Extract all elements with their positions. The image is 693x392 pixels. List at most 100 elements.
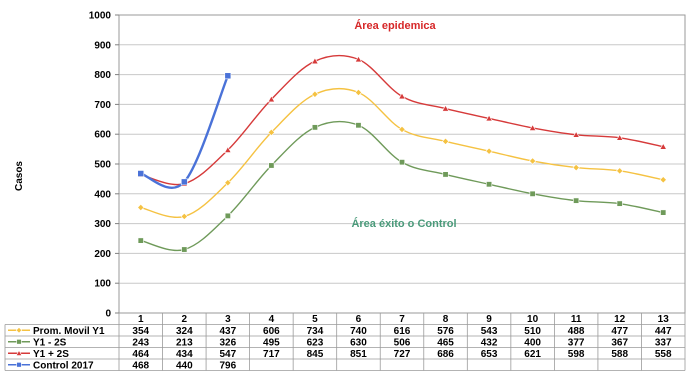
table-cell-value: 440: [176, 360, 193, 371]
legend-key-marker: [15, 327, 23, 334]
data-point-control-2017: [137, 170, 145, 177]
data-point-y1-2s: [181, 246, 188, 253]
data-point-prom-movil-y1: [441, 137, 450, 145]
table-cell-value: 598: [568, 349, 585, 360]
x-tick-label: 6: [356, 314, 362, 325]
table-cell-value: 845: [307, 349, 324, 360]
data-point-y1-2s: [268, 162, 275, 169]
table-cell-value: 326: [220, 337, 237, 348]
data-point-y1-2s: [311, 57, 319, 65]
table-cell-value: 213: [176, 337, 193, 348]
table-cell-value: 400: [524, 337, 541, 348]
data-point-prom-movil-y1: [311, 90, 319, 98]
data-point-prom-movil-y1: [616, 167, 624, 175]
data-point-control-2017: [224, 72, 232, 80]
x-tick-label: 5: [312, 314, 318, 325]
x-tick-label: 11: [571, 314, 582, 325]
table-cell-value: 606: [263, 326, 280, 337]
y-axis-ticks: 0 100 200 300 400 500 600 700 800 900 1000: [89, 11, 119, 320]
data-point-prom-movil-y1: [224, 179, 232, 187]
x-tick-label: 10: [527, 314, 539, 325]
data-point-y1-2s: [442, 171, 449, 178]
table-cell-value: 432: [481, 337, 498, 348]
data-point-y1-2s: [224, 146, 232, 153]
table-cell-value: 243: [132, 337, 149, 348]
y-axis-label: Casos: [14, 161, 25, 191]
table-cell-value: 653: [481, 349, 498, 360]
y-tick-label: 400: [94, 189, 111, 200]
data-point-y1-2s: [615, 133, 624, 141]
table-cell-value: 621: [524, 349, 541, 360]
table-cell-value: 506: [394, 337, 411, 348]
table-cell-value: 337: [655, 337, 672, 348]
table-cell-value: 796: [220, 360, 237, 371]
x-tick-label: 7: [399, 314, 405, 325]
legend-key-marker: [15, 349, 23, 356]
y-tick-label: 700: [94, 100, 111, 111]
y-tick-label: 1000: [89, 11, 112, 22]
legend-series-name: Prom. Movil Y1: [33, 326, 105, 337]
data-point-prom-movil-y1: [398, 125, 406, 134]
data-point-y1-2s: [311, 124, 318, 131]
data-point-y1-2s: [529, 190, 536, 197]
x-tick-label: 1: [138, 314, 144, 325]
table-cell-value: 495: [263, 337, 280, 348]
table-cell-value: 547: [220, 349, 237, 360]
x-tick-label: 12: [614, 314, 626, 325]
data-point-y1-2s: [224, 212, 231, 219]
legend-series-name: Y1 - 2S: [33, 337, 67, 348]
table-cell-value: 324: [176, 326, 193, 337]
table-cell-value: 727: [394, 349, 411, 360]
y-tick-label: 200: [94, 249, 111, 260]
data-point-y1-2s: [398, 92, 406, 100]
data-point-y1-2s: [486, 181, 493, 188]
table-cell-value: 464: [132, 349, 149, 360]
data-point-y1-2s: [355, 122, 362, 129]
y-tick-label: 800: [94, 70, 111, 81]
data-point-y1-2s: [267, 95, 276, 103]
table-cell-value: 734: [307, 326, 324, 337]
table-cell-value: 623: [307, 337, 324, 348]
data-point-prom-movil-y1: [180, 212, 188, 221]
table-cell-value: 543: [481, 326, 498, 337]
x-tick-label: 3: [225, 314, 231, 325]
table-cell-value: 437: [220, 326, 237, 337]
x-tick-label: 8: [443, 314, 449, 325]
table-cell-value: 354: [132, 326, 149, 337]
x-tick-label: 4: [269, 314, 275, 325]
data-point-prom-movil-y1: [659, 176, 667, 184]
table-cell-value: 740: [350, 326, 367, 337]
table-cell-value: 477: [611, 326, 628, 337]
data-point-prom-movil-y1: [137, 203, 145, 212]
table-cell-value: 434: [176, 349, 193, 360]
annotation-success-area: Área éxito o Control: [351, 217, 456, 230]
data-point-y1-2s: [616, 200, 623, 207]
table-cell-value: 686: [437, 349, 454, 360]
data-point-prom-movil-y1: [572, 163, 580, 172]
y-tick-label: 600: [94, 130, 111, 141]
legend-series-name: Control 2017: [33, 360, 94, 371]
data-point-prom-movil-y1: [485, 147, 493, 155]
y-tick-label: 900: [94, 40, 111, 51]
series-line-control-2017: [140, 75, 229, 189]
y-tick-label: 0: [105, 309, 111, 320]
data-point-y1-2s: [528, 124, 537, 131]
table-cell-value: 576: [437, 326, 454, 337]
series-line-y1-2s: [140, 120, 664, 252]
data-point-y1-2s: [441, 104, 450, 112]
data-point-y1-2s: [572, 130, 580, 138]
annotation-epidemic-area: Área epidemica: [354, 19, 436, 32]
series-line-prom-movil-y1: [140, 87, 664, 219]
data-point-y1-2s: [573, 197, 580, 204]
table-cell-value: 851: [350, 349, 367, 360]
data-point-y1-2s: [354, 55, 363, 63]
table-cell-value: 616: [394, 326, 411, 337]
table-cell-value: 465: [437, 337, 454, 348]
data-point-y1-2s: [660, 209, 667, 216]
table-cell-value: 588: [611, 349, 628, 360]
legend-key-marker: [16, 362, 22, 368]
legend-series-name: Y1 + 2S: [33, 349, 69, 360]
table-cell-value: 510: [524, 326, 541, 337]
